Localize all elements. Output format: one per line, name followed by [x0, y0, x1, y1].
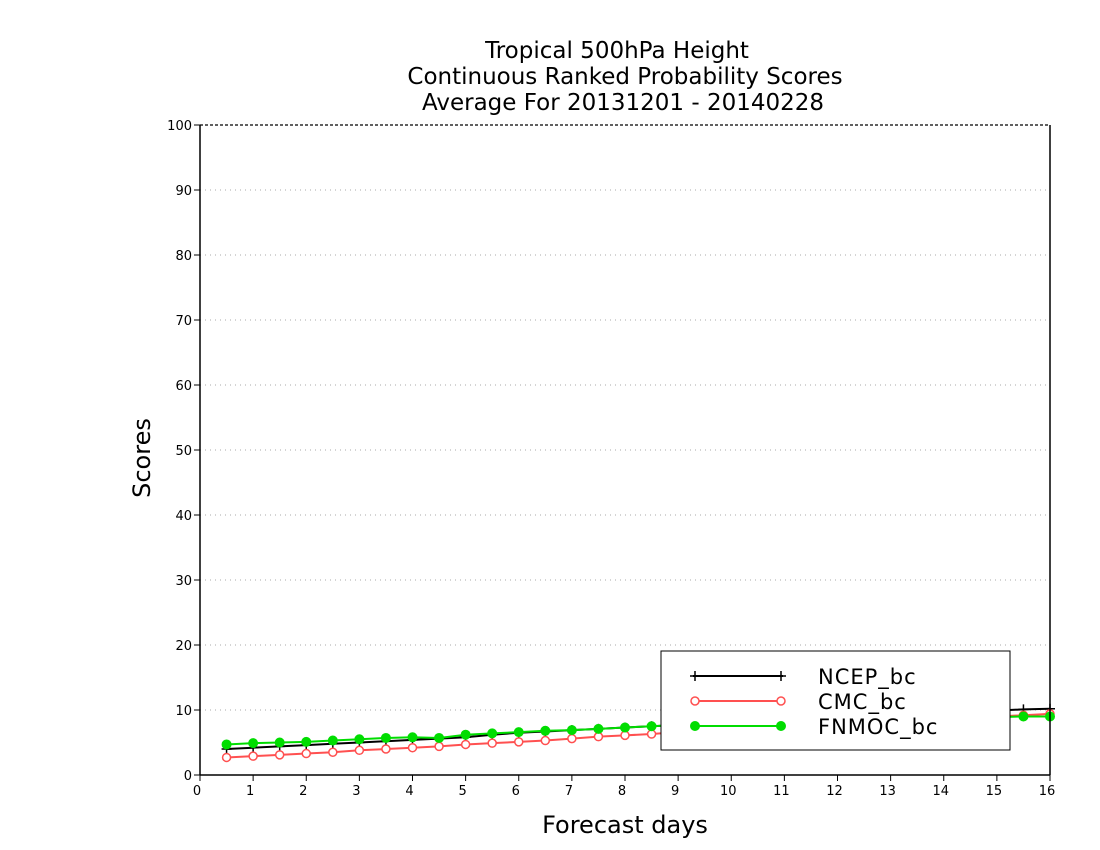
- data-point-cmc-bc: [221, 752, 232, 763]
- data-point-cmc-bc: [514, 737, 524, 747]
- x-tick-label: 5: [458, 784, 466, 799]
- y-tick-labels: 0 10 20 30 40 50 60 70 80 90 100: [167, 119, 192, 784]
- data-point-fnmoc-bc: [354, 734, 365, 745]
- y-tick-label: 40: [175, 509, 192, 524]
- y-tick-label: 10: [175, 704, 192, 719]
- legend-marker-fnmoc-bc: [776, 721, 786, 731]
- data-point-fnmoc-bc: [566, 725, 577, 736]
- title-line-1: Tropical 500hPa Height: [484, 38, 749, 64]
- x-tick-label: 14: [932, 784, 949, 799]
- y-tick-label: 80: [175, 249, 192, 264]
- data-point-fnmoc-bc: [513, 727, 524, 738]
- data-point-fnmoc-bc: [593, 723, 604, 734]
- data-point-fnmoc-bc: [487, 728, 498, 739]
- data-point-cmc-bc: [248, 751, 258, 761]
- title-line-2: Continuous Ranked Probability Scores: [407, 64, 842, 90]
- x-tick-labels: 0 1 2 3 4 5 6 7 8 9 10 11 12 13 14 15 16: [193, 784, 1055, 799]
- y-tick-label: 100: [167, 119, 192, 134]
- data-point-cmc-bc: [487, 738, 497, 748]
- y-tick-label: 70: [175, 314, 192, 329]
- data-point-cmc-bc: [540, 735, 551, 746]
- data-point-fnmoc-bc: [248, 738, 259, 749]
- data-point-cmc-bc: [328, 747, 338, 757]
- y-tick-label: 50: [175, 444, 192, 459]
- x-tick-label: 4: [405, 784, 413, 799]
- data-point-cmc-bc: [407, 742, 418, 753]
- data-point-fnmoc-bc: [460, 729, 471, 740]
- y-tick-label: 60: [175, 379, 192, 394]
- legend-item-ncep-bc: NCEP_bc: [690, 665, 917, 690]
- data-point-cmc-bc: [460, 739, 471, 750]
- y-tick-label: 20: [175, 639, 192, 654]
- x-tick-label: 8: [618, 784, 626, 799]
- data-point-fnmoc-bc: [301, 736, 312, 747]
- data-point-cmc-bc: [567, 733, 577, 744]
- x-tick-label: 13: [879, 784, 896, 799]
- y-tick-label: 90: [175, 184, 192, 199]
- legend-marker-ncep-bc: [776, 671, 786, 681]
- legend-item-fnmoc-bc: FNMOC_bc: [690, 715, 938, 740]
- data-point-fnmoc-bc: [327, 735, 338, 746]
- legend-label-cmc-bc: CMC_bc: [818, 690, 907, 715]
- legend-label-fnmoc-bc: FNMOC_bc: [818, 715, 938, 740]
- legend-label-ncep-bc: NCEP_bc: [818, 665, 917, 690]
- x-tick-label: 9: [671, 784, 679, 799]
- grid: [200, 189, 1050, 711]
- legend-marker-ncep-bc: [690, 671, 700, 681]
- x-tick-label: 2: [299, 784, 307, 799]
- legend-marker-cmc-bc: [776, 696, 786, 706]
- x-tick-label: 15: [986, 784, 1003, 799]
- y-axis-label: Scores: [128, 418, 156, 498]
- legend-marker-fnmoc-bc: [690, 721, 700, 731]
- x-tick-label: 0: [193, 784, 201, 799]
- x-tick-label: 3: [352, 784, 360, 799]
- data-point-fnmoc-bc: [434, 732, 445, 743]
- data-point-cmc-bc: [381, 744, 391, 754]
- chart-title: Tropical 500hPa Height Continuous Ranked…: [407, 38, 842, 116]
- data-point-fnmoc-bc: [407, 732, 418, 743]
- data-point-fnmoc-bc: [1018, 711, 1029, 722]
- axes: [194, 124, 1051, 781]
- data-point-fnmoc-bc: [540, 725, 551, 736]
- data-point-fnmoc-bc: [620, 722, 630, 733]
- x-tick-label: 11: [773, 784, 790, 799]
- x-axis-label: Forecast days: [542, 811, 708, 839]
- title-line-3: Average For 20131201 - 20140228: [422, 90, 824, 116]
- data-point-fnmoc-bc: [646, 721, 657, 732]
- x-tick-label: 6: [512, 784, 520, 799]
- data-point-fnmoc-bc: [380, 732, 391, 743]
- y-tick-label: 30: [175, 574, 192, 589]
- data-point-cmc-bc: [593, 731, 604, 742]
- data-point-cmc-bc: [354, 745, 365, 756]
- legend-item-cmc-bc: CMC_bc: [690, 690, 907, 715]
- x-tick-label: 7: [565, 784, 573, 799]
- x-tick-label: 1: [246, 784, 254, 799]
- y-tick-label: 0: [184, 769, 192, 784]
- data-point-cmc-bc: [434, 741, 444, 752]
- legend-marker-cmc-bc: [690, 696, 700, 706]
- x-tick-label: 12: [826, 784, 843, 799]
- data-point-cmc-bc: [274, 750, 285, 760]
- data-point-fnmoc-bc: [221, 739, 232, 750]
- x-tick-label: 16: [1039, 784, 1056, 799]
- data-point-cmc-bc: [301, 748, 311, 759]
- x-tick-label: 10: [720, 784, 737, 799]
- data-point-fnmoc-bc: [274, 737, 285, 748]
